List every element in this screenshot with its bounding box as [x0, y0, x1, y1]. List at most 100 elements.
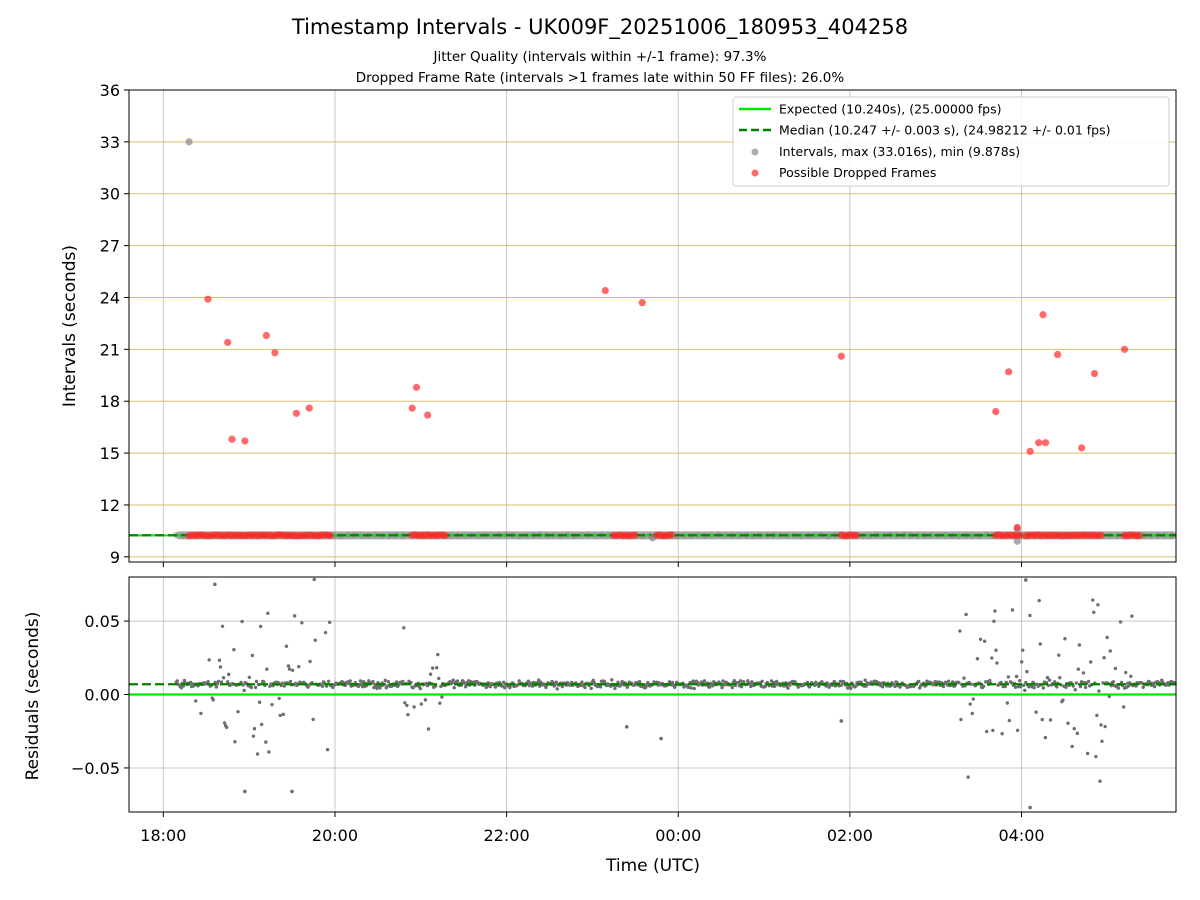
- residual-point: [253, 685, 258, 690]
- dropped-frame-point: [668, 531, 676, 539]
- dropped-frame-point: [1135, 532, 1144, 540]
- residual-point: [526, 679, 531, 683]
- residual-point: [1021, 648, 1025, 652]
- dropped-frame-point: [424, 411, 432, 419]
- residual-point: [786, 686, 790, 690]
- residual-point: [863, 678, 867, 682]
- intervals-y-tick-label: 24: [100, 288, 120, 307]
- residual-point: [1070, 744, 1074, 749]
- intervals-axis-ticks: 9 12 15 18 21 24 27 30 33 36: [100, 81, 1023, 567]
- time-x-tick-label: 04:00: [998, 826, 1044, 845]
- time-x-tick-label: 18:00: [140, 826, 186, 845]
- intervals-y-tick-label: 12: [100, 496, 120, 515]
- residual-point: [1118, 620, 1123, 624]
- residual-point: [249, 685, 254, 690]
- residual-point: [1091, 598, 1095, 602]
- residual-point: [898, 685, 902, 689]
- residual-point: [1092, 610, 1096, 615]
- residual-point: [194, 699, 198, 703]
- residual-point: [436, 652, 440, 657]
- dropped-frame-point: [1120, 345, 1129, 353]
- residual-point: [227, 672, 231, 677]
- residual-point: [1127, 684, 1131, 688]
- residual-point: [214, 685, 219, 689]
- residual-point: [732, 679, 737, 683]
- residual-point: [222, 721, 227, 725]
- residual-point: [637, 680, 642, 684]
- residual-point: [763, 684, 767, 688]
- residual-point: [437, 676, 441, 681]
- residual-point: [242, 688, 246, 693]
- dropped-frame-point: [204, 295, 212, 303]
- residual-point: [383, 678, 387, 683]
- residual-point: [297, 664, 301, 669]
- residual-point: [1032, 685, 1036, 690]
- residual-point: [1041, 686, 1046, 690]
- time-x-axis-label: Time (UTC): [605, 856, 700, 876]
- residual-point: [1101, 681, 1105, 685]
- dropped-frame-point: [224, 338, 232, 347]
- intervals-y-tick-label: 18: [100, 392, 120, 411]
- residual-point: [1077, 643, 1082, 647]
- residual-point: [247, 675, 252, 680]
- residual-point: [1057, 653, 1061, 657]
- dropped-frame-point: [1097, 531, 1105, 539]
- residual-point: [1005, 701, 1009, 705]
- residual-point: [589, 686, 593, 691]
- residual-point: [182, 678, 187, 683]
- legend-box: [732, 96, 1170, 187]
- residual-point: [394, 680, 399, 684]
- residual-point: [325, 747, 330, 752]
- residual-point: [832, 679, 836, 684]
- residual-point: [236, 709, 240, 714]
- residual-point: [1108, 649, 1112, 653]
- residual-outlier-point: [1028, 805, 1032, 810]
- residual-point: [1141, 685, 1145, 689]
- intervals-y-tick-label: 21: [100, 340, 120, 359]
- residual-point: [602, 679, 607, 684]
- residual-point: [323, 630, 328, 635]
- residual-point: [1013, 685, 1018, 689]
- residual-point: [1052, 680, 1057, 684]
- residual-point: [1009, 681, 1014, 685]
- residual-point: [1105, 635, 1109, 640]
- residual-point: [644, 685, 648, 689]
- residual-point: [206, 679, 210, 684]
- residual-point: [1047, 678, 1052, 682]
- residual-point: [1015, 728, 1020, 733]
- residual-point: [1130, 614, 1134, 618]
- residual-outlier-point: [213, 582, 217, 587]
- residual-point: [423, 698, 428, 702]
- residual-point: [426, 727, 431, 731]
- residual-point: [452, 685, 456, 690]
- residual-point: [1017, 679, 1022, 683]
- residual-point: [220, 624, 225, 629]
- residual-point: [1023, 688, 1027, 693]
- residual-point: [982, 639, 987, 643]
- residual-point: [1099, 723, 1103, 727]
- dropped-frame-point: [241, 437, 249, 445]
- residual-point: [225, 680, 230, 684]
- residual-point: [1103, 724, 1107, 729]
- dropped-frame-point: [837, 352, 845, 360]
- residual-point: [1045, 675, 1050, 680]
- residual-point: [962, 676, 966, 680]
- residual-point: [1066, 721, 1070, 725]
- intervals-legend: Expected (10.240s), (25.00000 fps) Media…: [732, 96, 1170, 187]
- residual-point: [1096, 603, 1100, 607]
- residual-point: [327, 620, 332, 624]
- residual-point: [1124, 670, 1128, 675]
- chart-title: Timestamp Intervals - UK009F_20251006_18…: [291, 15, 909, 39]
- dropped-frame-point: [1090, 369, 1099, 378]
- residual-outlier-point: [839, 719, 844, 723]
- residual-point: [817, 684, 821, 689]
- residual-point: [880, 685, 885, 689]
- residual-point: [1098, 779, 1102, 783]
- residual-point: [290, 668, 295, 672]
- residual-point: [257, 700, 262, 704]
- residual-outlier-point: [659, 736, 663, 741]
- residual-point: [278, 713, 282, 718]
- residual-point: [262, 680, 266, 684]
- residual-point: [270, 702, 274, 707]
- time-x-tick-label: 22:00: [484, 826, 530, 845]
